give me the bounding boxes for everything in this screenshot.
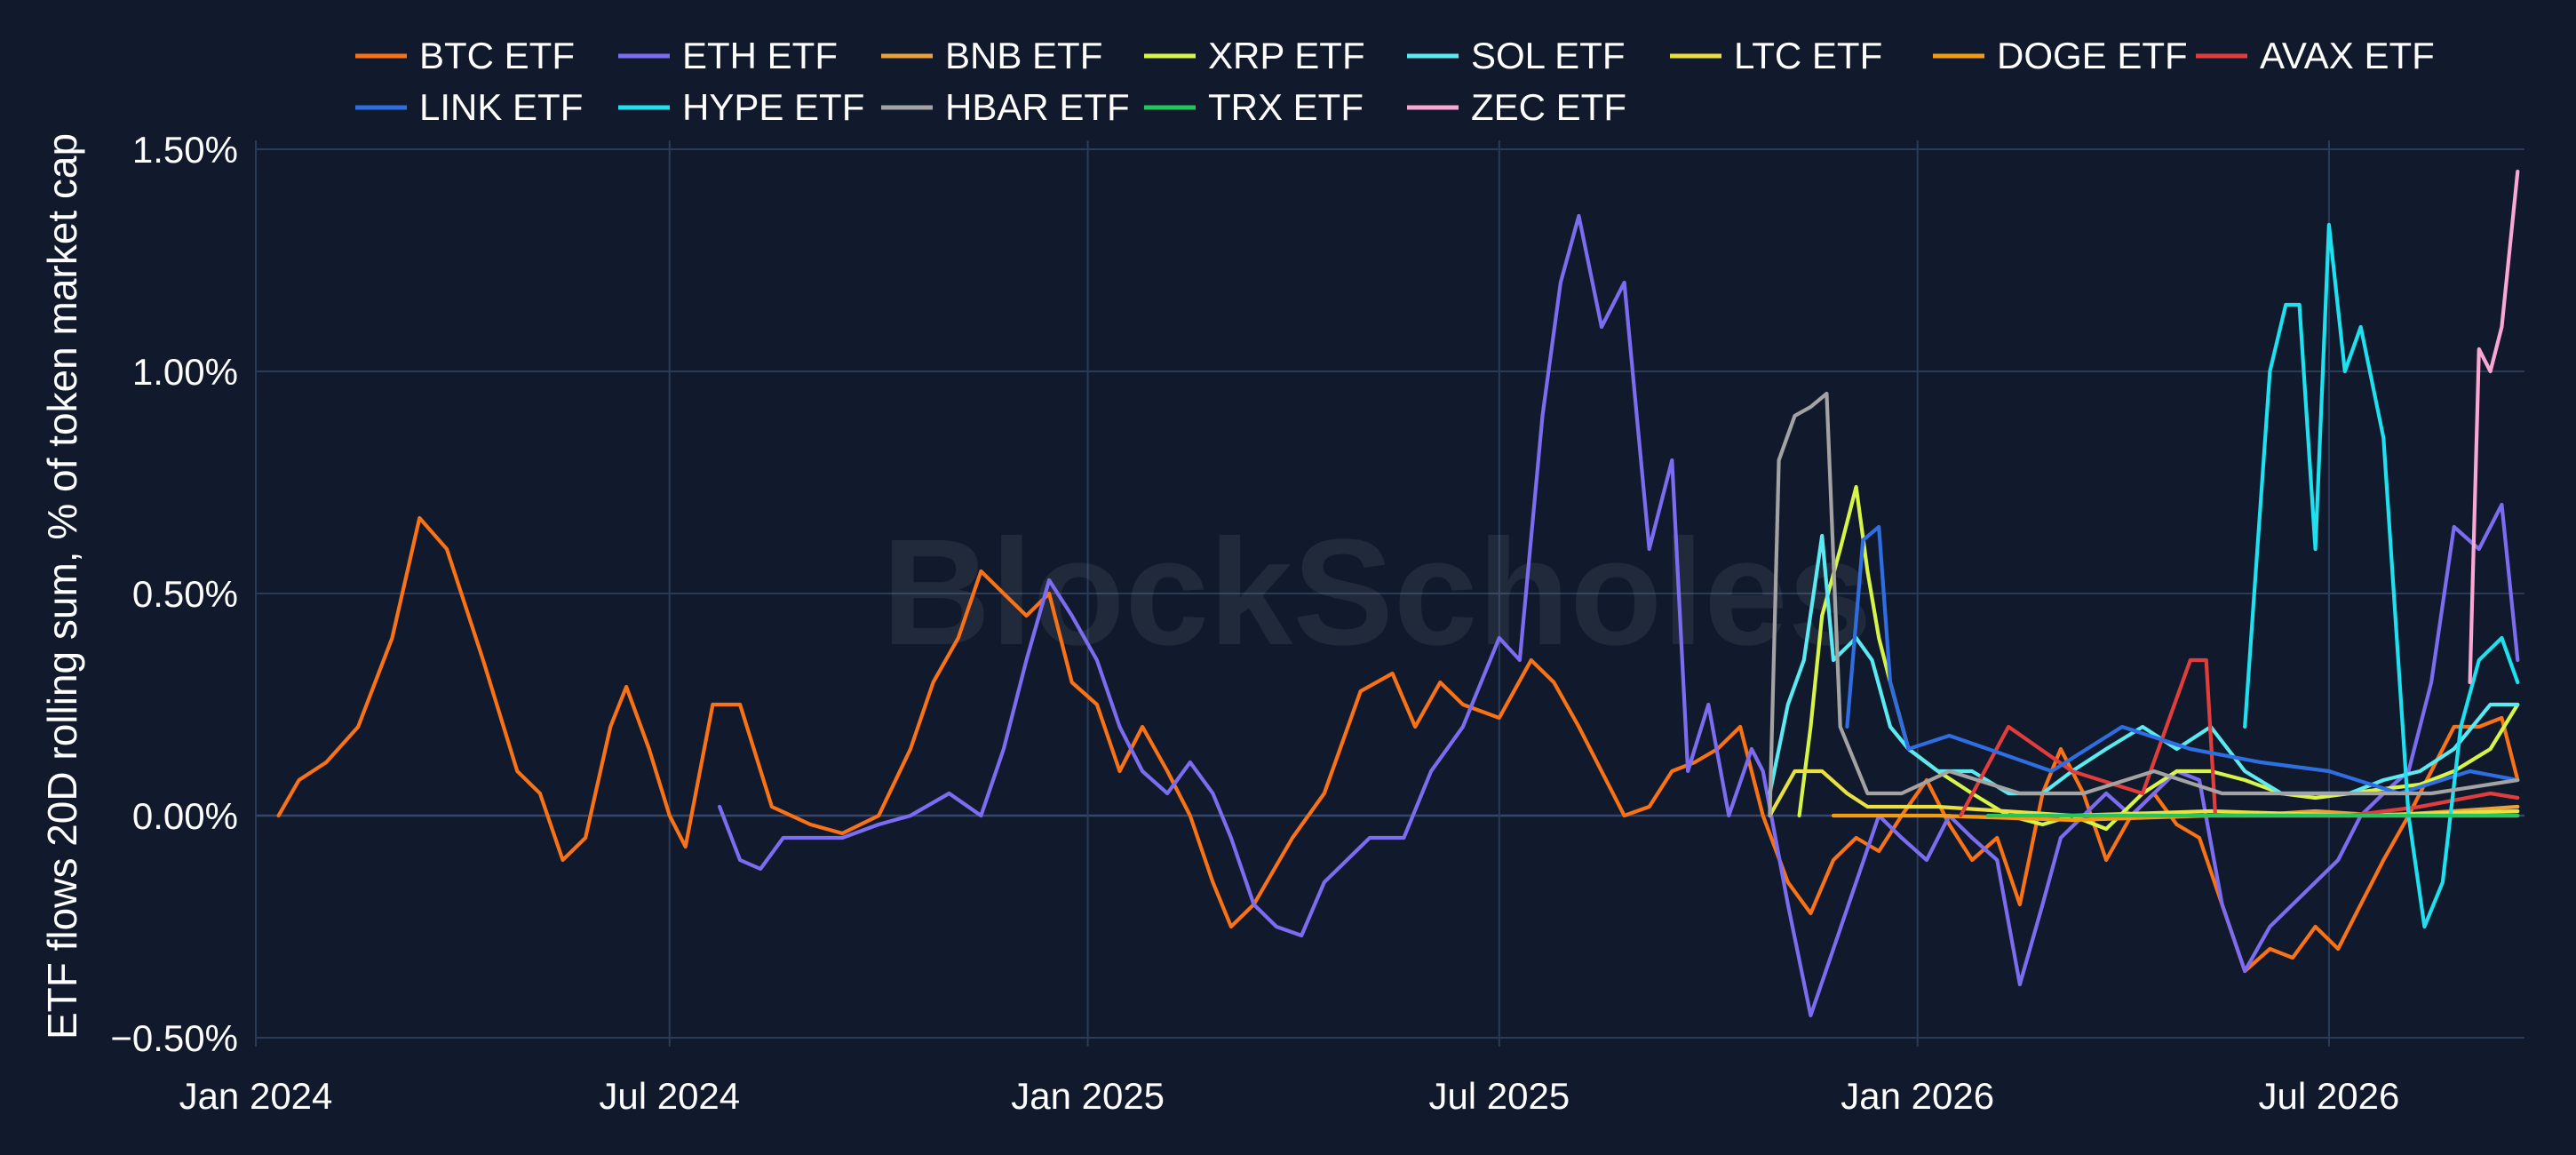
legend-label: XRP ETF [1208,35,1365,76]
x-tick-label: Jul 2025 [1428,1075,1570,1117]
legend-label: HBAR ETF [945,86,1130,128]
legend-item-ltc-etf[interactable]: LTC ETF [1670,35,1882,76]
legend-label: ZEC ETF [1471,86,1626,128]
legend-item-hbar-etf[interactable]: HBAR ETF [881,86,1130,128]
legend-label: SOL ETF [1471,35,1625,76]
legend-label: BNB ETF [945,35,1102,76]
y-tick-label: −0.50% [110,1017,238,1059]
series-line-btc-etf [276,515,2520,974]
y-tick-label: 0.00% [132,795,238,837]
legend-label: BTC ETF [419,35,575,76]
legend-item-eth-etf[interactable]: ETH ETF [618,35,838,76]
legend-item-doge-etf[interactable]: DOGE ETF [1933,35,2188,76]
series-line-hype-etf [2243,222,2520,929]
y-tick-label: 0.50% [132,573,238,615]
legend-item-link-etf[interactable]: LINK ETF [355,86,583,128]
legend-item-hype-etf[interactable]: HYPE ETF [618,86,864,128]
legend-item-trx-etf[interactable]: TRX ETF [1144,86,1364,128]
legend-item-avax-etf[interactable]: AVAX ETF [2196,35,2435,76]
series-layer [276,169,2520,1018]
series-line-ltc-etf [1768,769,2520,818]
y-tick-label: 1.00% [132,351,238,393]
series-line-xrp-etf [1797,484,2520,832]
legend-label: HYPE ETF [682,86,864,128]
legend-label: LTC ETF [1734,35,1882,76]
x-tick-label: Jan 2026 [1841,1075,1994,1117]
legend-label: LINK ETF [419,86,583,128]
axis-layer: 1.50% 1.00% 0.50% 0.00% −0.50% Jan 2024 Jul 20… [110,129,2399,1117]
legend-item-xrp-etf[interactable]: XRP ETF [1144,35,1365,76]
legend-item-sol-etf[interactable]: SOL ETF [1407,35,1625,76]
series-line-eth-etf [718,213,2520,1018]
x-tick-label: Jan 2025 [1011,1075,1165,1117]
legend-label: TRX ETF [1208,86,1364,128]
legend-item-btc-etf[interactable]: BTC ETF [355,35,575,76]
series-line-zec-etf [2468,169,2520,685]
series-line-link-etf [1845,524,2520,796]
legend-label: AVAX ETF [2260,35,2435,76]
series-line-hbar-etf [1768,391,2520,818]
grid-layer [255,140,2524,1047]
legend-item-bnb-etf[interactable]: BNB ETF [881,35,1102,76]
y-tick-label: 1.50% [132,129,238,171]
x-tick-label: Jul 2026 [2259,1075,2400,1117]
legend: BTC ETF ETH ETF BNB ETF XRP ETF SOL ETF LTC E… [355,35,2435,128]
x-tick-label: Jan 2024 [179,1075,333,1117]
legend-label: ETH ETF [682,35,838,76]
legend-label: DOGE ETF [1997,35,2188,76]
legend-item-zec-etf[interactable]: ZEC ETF [1407,86,1626,128]
y-axis-title: ETF flows 20D rolling sum, % of token ma… [39,133,85,1040]
x-tick-label: Jul 2024 [599,1075,740,1117]
